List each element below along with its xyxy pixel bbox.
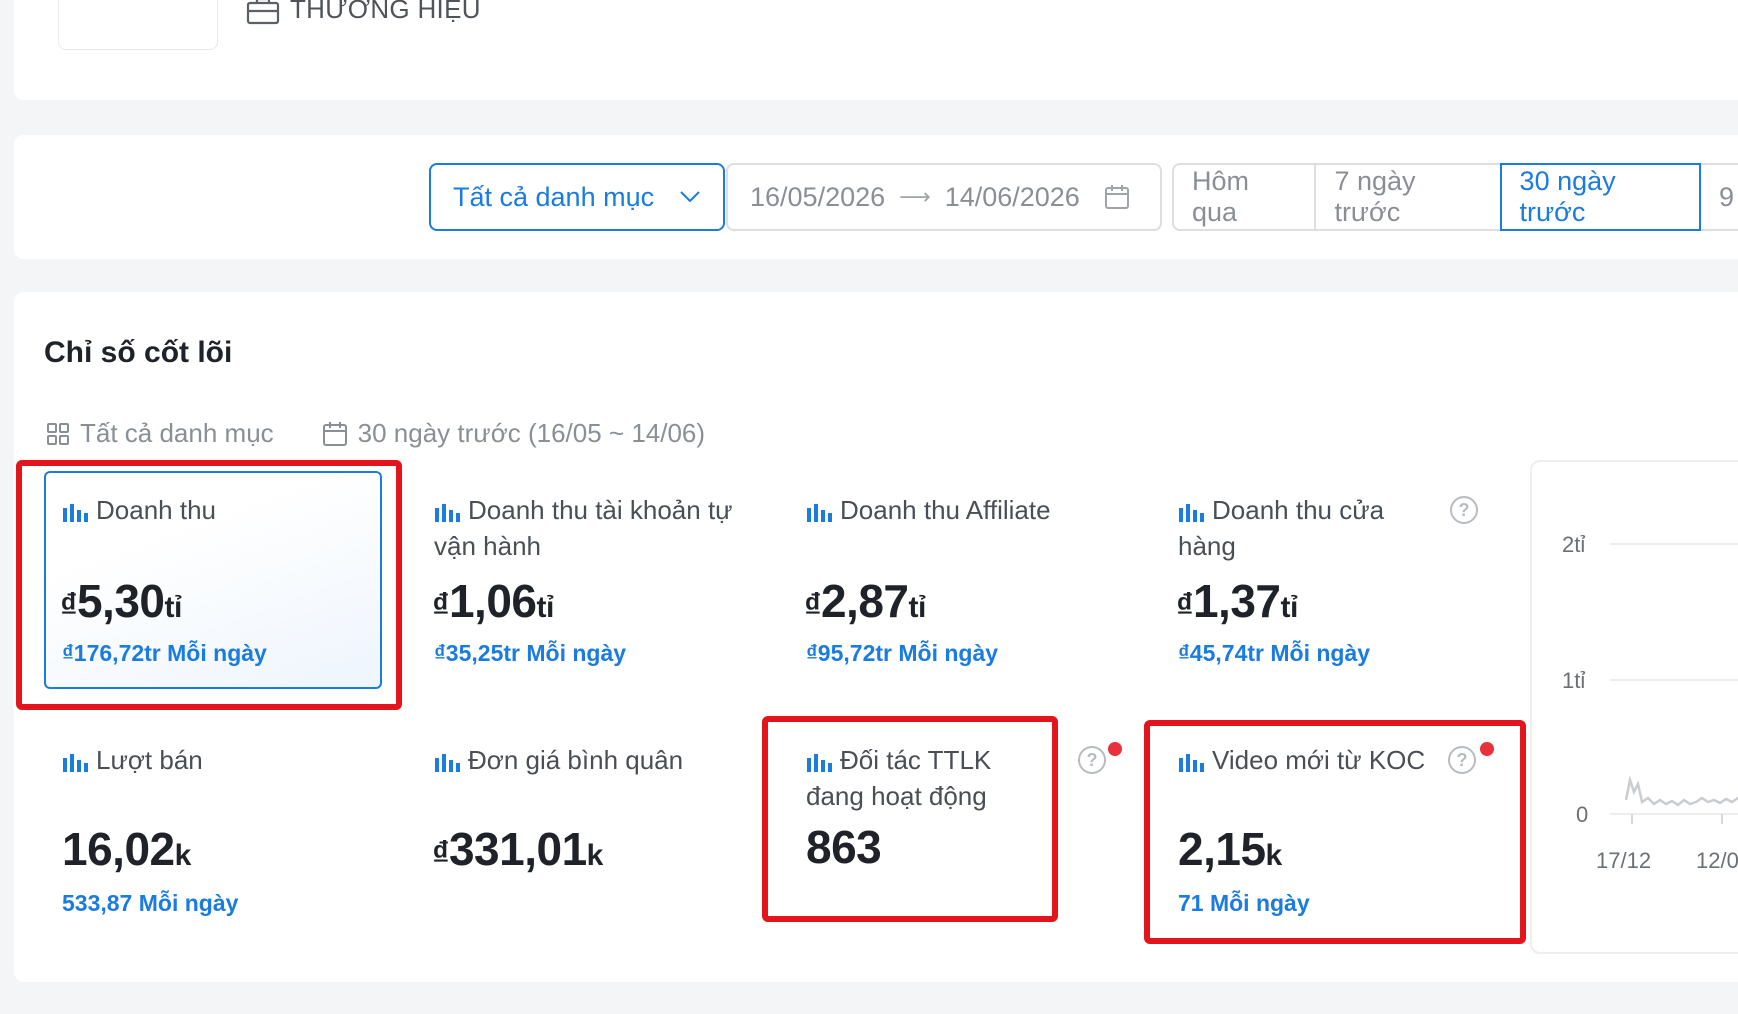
category-select[interactable]: Tất cả danh mục (429, 163, 725, 231)
calendar-icon (1104, 185, 1129, 209)
section-filters-summary: Tất cả danh mục 30 ngày trước (16/05 ~ 1… (46, 418, 705, 449)
x-tick-12-0: 12/0 (1696, 848, 1738, 873)
metric-value: 863 (806, 821, 882, 873)
date-start: 16/05/2026 (750, 181, 886, 212)
metric-label: Video mới từ KOC (1212, 745, 1426, 775)
metric-label: Doanh thu tài khoản tự vận hành (434, 495, 733, 561)
metric-value: ₫331,01k (432, 823, 603, 875)
date-end: 14/06/2026 (944, 181, 1080, 212)
arrow-right-icon: ⟶ (899, 184, 931, 209)
category-select-value: Tất cả danh mục (453, 181, 655, 212)
metric-value: 16,02k (62, 823, 191, 875)
brand-logo (58, 0, 218, 50)
metric-self-operated-revenue[interactable]: Doanh thu tài khoản tự vận hành ₫1,06tỉ … (384, 466, 733, 686)
metric-active-partners[interactable]: Đối tác TTLK đang hoạt động ? 863 (756, 716, 1122, 936)
y-tick-0: 0 (1576, 802, 1588, 827)
metric-value: ₫5,30tỉ (60, 575, 182, 627)
range-more-button[interactable]: 9 (1698, 163, 1738, 231)
calendar-icon (322, 421, 347, 446)
bar-chart-icon (807, 754, 832, 772)
y-tick-1ti: 1tỉ (1562, 668, 1585, 693)
filter-bar: Tất cả danh mục 16/05/2026 ⟶ 14/06/2026 … (14, 135, 1738, 259)
selected-metric-highlight (44, 471, 382, 689)
metric-label: Doanh thu cửa hàng (1178, 495, 1385, 561)
metric-label: Doanh thu Affiliate (840, 495, 1051, 525)
quick-range-group: Hôm qua 7 ngày trước 30 ngày trước 9 (1172, 163, 1738, 231)
summary-category: Tất cả danh mục (80, 418, 274, 448)
help-icon[interactable]: ? (1450, 496, 1478, 524)
metric-value: 2,15k (1178, 823, 1282, 875)
briefcase-icon (246, 0, 280, 24)
metric-daily: ₫95,72tr Mỗi ngày (806, 640, 999, 666)
range-30-days-button[interactable]: 30 ngày trước (1499, 163, 1701, 231)
metric-value: ₫1,06tỉ (432, 575, 554, 627)
metric-store-revenue[interactable]: Doanh thu cửa hàng ? ₫1,37tỉ ₫45,74tr Mỗ… (1128, 466, 1478, 686)
brand-tab[interactable]: THƯƠNG HIỆU (246, 0, 481, 25)
y-tick-2ti: 2tỉ (1562, 532, 1585, 557)
metric-new-koc-videos[interactable]: Video mới từ KOC ? 2,15k 71 Mỗi ngày (1128, 716, 1494, 936)
metric-revenue[interactable]: Doanh thu ₫5,30tỉ ₫176,72tr Mỗi ngày (12, 466, 352, 686)
brand-card: THƯƠNG HIỆU (14, 0, 1738, 100)
alert-dot (1108, 742, 1122, 756)
trend-chart-panel: 2tỉ 1tỉ 0 17/12 12/0 (1530, 460, 1738, 954)
metric-label: Đơn giá bình quân (468, 745, 684, 775)
bar-chart-icon (435, 754, 460, 772)
metric-label: Doanh thu (96, 495, 216, 525)
metric-average-price[interactable]: Đơn giá bình quân ₫331,01k (384, 716, 724, 936)
bar-chart-icon (63, 754, 88, 772)
metric-affiliate-revenue[interactable]: Doanh thu Affiliate ₫2,87tỉ ₫95,72tr Mỗi… (756, 466, 1096, 686)
range-yesterday-button[interactable]: Hôm qua (1172, 163, 1317, 231)
metric-daily: ₫176,72tr Mỗi ngày (62, 640, 267, 666)
x-tick-17-12: 17/12 (1596, 848, 1651, 873)
bar-chart-icon (1179, 504, 1204, 522)
metric-label: Lượt bán (96, 745, 203, 775)
metric-daily: ₫35,25tr Mỗi ngày (434, 640, 627, 666)
metric-value: ₫2,87tỉ (804, 575, 926, 627)
bar-chart-icon (1179, 754, 1204, 772)
brand-tab-label: THƯƠNG HIỆU (290, 0, 481, 24)
bar-chart-icon (435, 504, 460, 522)
range-7-days-button[interactable]: 7 ngày trước (1314, 163, 1502, 231)
bar-chart-icon (807, 504, 832, 522)
date-range-picker[interactable]: 16/05/2026 ⟶ 14/06/2026 (726, 163, 1162, 231)
chevron-down-icon (680, 191, 700, 203)
metric-units-sold[interactable]: Lượt bán 16,02k 533,87 Mỗi ngày (12, 716, 352, 936)
trend-line (1624, 775, 1738, 807)
section-title: Chỉ số cốt lõi (44, 336, 233, 369)
metric-value: ₫1,37tỉ (1176, 575, 1298, 627)
summary-period: 30 ngày trước (16/05 ~ 14/06) (357, 418, 706, 448)
trend-chart: 2tỉ 1tỉ 0 17/12 12/0 (1562, 532, 1738, 873)
bar-chart-icon (63, 504, 88, 522)
metric-daily: ₫45,74tr Mỗi ngày (1178, 640, 1371, 666)
help-icon[interactable]: ? (1448, 746, 1476, 774)
help-icon[interactable]: ? (1078, 746, 1106, 774)
metric-label: Đối tác TTLK đang hoạt động (806, 745, 992, 811)
metric-daily: 533,87 Mỗi ngày (62, 890, 239, 916)
metric-daily: 71 Mỗi ngày (1178, 890, 1310, 916)
alert-dot (1480, 742, 1494, 756)
grid-icon (47, 422, 69, 445)
